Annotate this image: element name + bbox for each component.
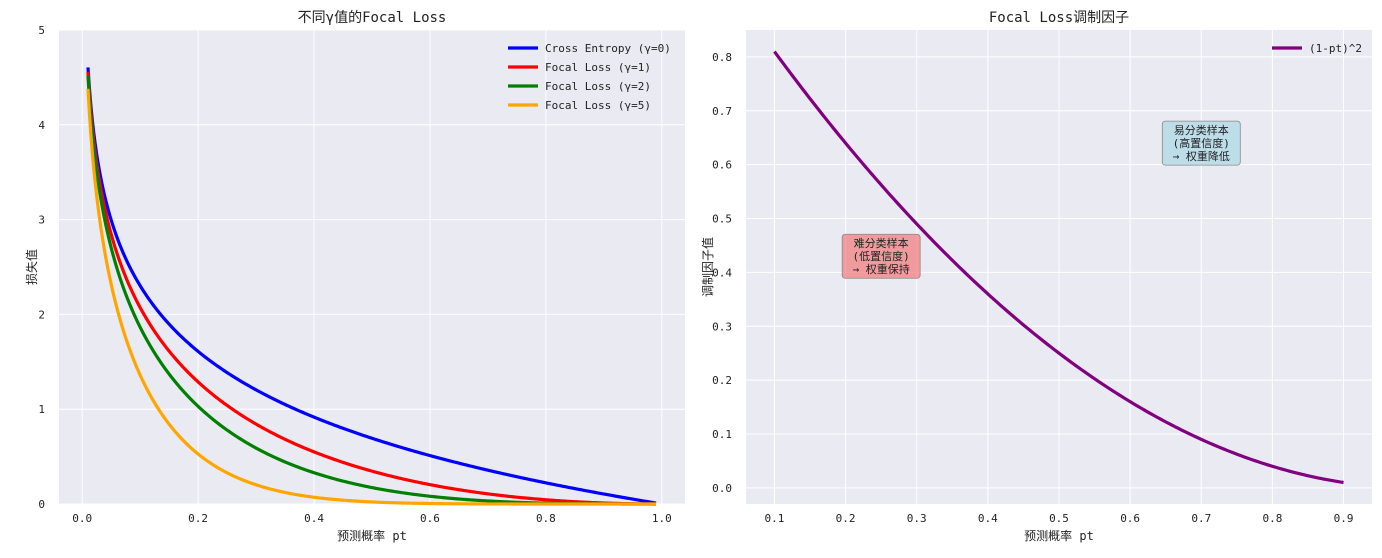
- plot-right: 0.1 0.2 0.3 0.4 0.5 0.6 0.7 0.8 0.9 0.0 0.1 0.2 0.3…: [700, 10, 1372, 543]
- plot-left-title: 不同γ值的Focal Loss: [298, 10, 447, 26]
- annotation-text-1-1: (高置信度): [1173, 136, 1230, 150]
- left-y-tick-label: 5: [38, 24, 45, 37]
- left-x-tick-label: 0.4: [304, 512, 324, 525]
- left-legend-label-3: Focal Loss (γ=5): [545, 99, 651, 112]
- plot-right-legend: (1-pt)^2: [1272, 42, 1362, 55]
- annotation-text-0-1: (低置信度): [853, 249, 910, 263]
- plot-left-lines: [86, 67, 657, 506]
- right-y-tick-label: 0.7: [712, 105, 732, 118]
- annotation-text-0-0: 难分类样本: [854, 236, 909, 250]
- right-x-tick-label: 0.1: [765, 512, 785, 525]
- right-x-tick-label: 0.3: [907, 512, 927, 525]
- plot-right-y-ticks: 0.0 0.1 0.2 0.3 0.4 0.5 0.6 0.7 0.8: [712, 51, 732, 495]
- left-x-tick-label: 0.8: [536, 512, 556, 525]
- right-x-tick-label: 0.4: [978, 512, 998, 525]
- plot-right-x-label: 预测概率 pt: [1024, 528, 1094, 543]
- right-x-tick-label: 0.2: [836, 512, 856, 525]
- annotation-box-1: [1161, 120, 1241, 166]
- right-y-tick-label: 0.4: [712, 266, 732, 279]
- plot-left-legend: Cross Entropy (γ=0) Focal Loss (γ=1) Focal…: [508, 42, 671, 112]
- right-y-tick-label: 0.1: [712, 428, 732, 441]
- annotation-text-1-2: → 权重降低: [1173, 149, 1230, 163]
- right-y-tick-label: 0.8: [712, 51, 732, 64]
- plot-right-x-ticks: 0.1 0.2 0.3 0.4 0.5 0.6 0.7 0.8 0.9: [765, 512, 1354, 525]
- plot-left-y-label: 损失值: [24, 249, 39, 285]
- left-y-tick-label: 4: [38, 119, 45, 132]
- plot-left-y-ticks: 0 1 2 3 4 5: [38, 24, 45, 511]
- plot-left-background: [59, 30, 685, 504]
- annotation-box-0: [841, 233, 921, 279]
- left-series-line-0: [86, 67, 657, 505]
- right-y-tick-label: 0.5: [712, 213, 732, 226]
- right-y-tick-label: 0.3: [712, 320, 732, 333]
- left-series-line-1: [86, 71, 657, 506]
- left-x-tick-label: 1.0: [652, 512, 672, 525]
- left-x-tick-label: 0.0: [72, 512, 92, 525]
- plot-left-x-ticks: 0.0 0.2 0.4 0.6 0.8 1.0: [72, 512, 672, 525]
- right-x-tick-label: 0.5: [1049, 512, 1069, 525]
- plot-right-annotations: 难分类样本(低置信度)→ 权重保持 易分类样本(高置信度)→ 权重降低: [841, 120, 1241, 279]
- left-y-tick-label: 0: [38, 498, 45, 511]
- plot-left-x-label: 预测概率 pt: [337, 528, 407, 543]
- left-series-line-3: [86, 88, 657, 506]
- right-y-tick-label: 0.0: [712, 482, 732, 495]
- left-y-tick-label: 1: [38, 403, 45, 416]
- right-y-tick-label: 0.2: [712, 374, 732, 387]
- right-series-line-0: [773, 50, 1344, 485]
- right-x-tick-label: 0.8: [1262, 512, 1282, 525]
- right-x-tick-label: 0.7: [1191, 512, 1211, 525]
- annotation-text-1-0: 易分类样本: [1174, 123, 1229, 137]
- plot-left-grid: [59, 29, 685, 505]
- right-y-tick-label: 0.6: [712, 159, 732, 172]
- plot-right-lines: [773, 50, 1344, 485]
- left-legend-label-1: Focal Loss (γ=1): [545, 61, 651, 74]
- left-y-tick-label: 3: [38, 214, 45, 227]
- annotation-text-0-2: → 权重保持: [853, 262, 910, 276]
- right-x-tick-label: 0.9: [1334, 512, 1354, 525]
- right-x-tick-label: 0.6: [1120, 512, 1140, 525]
- left-y-tick-label: 2: [38, 308, 45, 321]
- left-legend-label-2: Focal Loss (γ=2): [545, 80, 651, 93]
- left-legend-label-0: Cross Entropy (γ=0): [545, 42, 671, 55]
- left-x-tick-label: 0.6: [420, 512, 440, 525]
- right-legend-label-0: (1-pt)^2: [1309, 42, 1362, 55]
- left-x-tick-label: 0.2: [188, 512, 208, 525]
- plot-left: 0.0 0.2 0.4 0.6 0.8 1.0 0 1 2 3 4 5 不同γ值的Focal Los…: [24, 10, 685, 543]
- plot-right-y-label: 调制因子值: [700, 237, 715, 297]
- plot-right-title: Focal Loss调制因子: [989, 10, 1129, 26]
